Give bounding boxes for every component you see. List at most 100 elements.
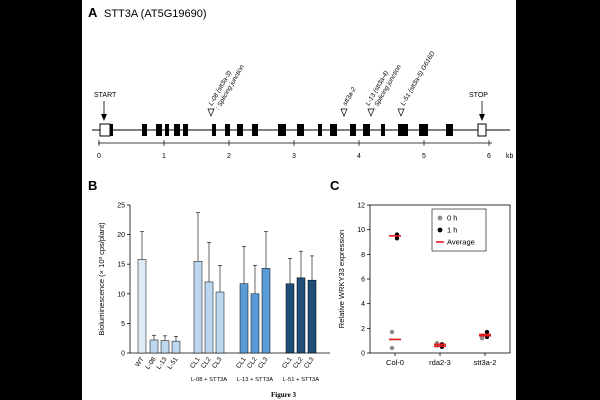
stop-arrow-head [479,114,485,121]
mutation-marker-stt3a-2 [340,108,348,117]
x-tick-label: L-51 [166,356,179,371]
exon [419,124,428,136]
panel-a-letter: A [88,5,98,20]
kb-unit: kb [506,153,514,160]
panel-a-title: STT3A (AT5G19690) [104,8,207,20]
kb-tick-label: 4 [357,153,361,160]
kb-tick-label: 6 [487,153,491,160]
y-tick-label: 10 [117,291,125,298]
group-label: L-13 + STT3A [237,377,273,383]
bar [215,291,225,354]
x-tick-label: CL3 [257,356,270,370]
exon [165,124,169,136]
kb-tick-label: 2 [227,153,231,160]
stop-label: STOP [469,92,488,99]
y-tick-label: 5 [121,321,125,328]
bar [296,277,306,354]
group-label: L-08 + STT3A [191,377,227,383]
x-tick-label: CL1 [189,356,202,370]
kb-tick-label: 3 [292,153,296,160]
y-axis-label: Bioluminescence (× 10³ cps/plant) [97,222,106,336]
kb-scale-ticks: 0 1 2 3 4 5 6 [97,140,491,160]
y-tick-label: 20 [117,232,125,239]
bar [149,339,159,354]
panel-b-letter: B [88,178,98,193]
x-tick-label: CL1 [281,356,294,370]
exon [252,124,258,136]
annotation-l08: L-08 (stt3a-3) : Splicing junction [208,63,246,111]
annotation-l51-line1: L-51 (stt3a-5) G616D [400,50,437,107]
exon [237,124,243,136]
point-0h [389,329,395,335]
y-tick-label: 6 [361,277,365,284]
bar [261,268,271,354]
scatter-chart-wrky33: Relative WRKY33 expression 0 2 4 6 8 10 12 Col-0… [337,203,511,367]
y-tick-label: 10 [357,227,365,234]
bar [193,260,203,354]
legend-marker-1h [437,227,443,233]
panel-c-letter: C [330,178,340,193]
bar [250,293,260,354]
annotation-stt3a-2-line1: stt3a-2 [342,86,358,107]
bar-chart-bioluminescence: Bioluminescence (× 10³ cps/plant) 0 5 10 15 2… [97,203,330,383]
y-tick-label: 12 [357,203,365,210]
start-label: START [94,92,117,99]
point-0h [479,336,485,341]
x-tick-label: L-13 [155,356,168,371]
point-1h [484,329,490,335]
exon [318,124,322,136]
exon [398,124,408,136]
bar [171,340,181,354]
exon [381,124,385,136]
x-tick-label: Col-0 [386,358,404,367]
exon [110,124,113,136]
bar [239,283,249,354]
kb-tick-label: 1 [162,153,166,160]
bar [137,259,147,354]
start-arrow-head [101,114,107,121]
y-tick-label: 8 [361,252,365,259]
x-tick-label: CL2 [292,356,305,370]
x-tick-label: CL3 [211,356,224,370]
exon [446,124,453,136]
exon [330,124,337,136]
mutation-marker-l08 [207,108,215,117]
utr-5prime [99,123,111,137]
y-tick-label: 0 [361,351,365,358]
x-tick-label: CL1 [235,356,248,370]
annotation-l51: L-51 (stt3a-5) G616D [400,50,437,107]
x-tick-label: L-08 [144,356,157,371]
mutation-marker-l51 [397,108,405,117]
exon [174,124,180,136]
y-tick-label: 2 [361,326,365,333]
utr-3prime [477,123,487,137]
exon [225,124,230,136]
y-tick-label: 25 [117,203,125,210]
exon [350,124,356,136]
point-1h [394,236,400,241]
kb-tick-label: 0 [97,153,101,160]
legend-marker-0h [437,215,443,221]
x-tick-label: rda2-3 [429,358,451,367]
legend-label-1h: 1 h [447,226,457,235]
point-0h [389,345,395,351]
exon [156,124,162,136]
exon [183,124,188,136]
bar [307,279,317,354]
x-tick-label: stt3a-2 [474,358,497,367]
mutation-marker-l13 [367,108,375,117]
exon [142,124,147,136]
group-label: L-51 + STT3A [283,377,319,383]
legend-label-0h: 0 h [447,214,457,223]
bar [160,340,170,354]
figure-page: A STT3A (AT5G19690) [82,0,516,400]
figure-caption: Figure 3 [271,391,296,399]
y-tick-label: 0 [121,351,125,358]
exon [212,124,216,136]
y-tick-label: 15 [117,262,125,269]
x-tick-label: WT [134,356,146,368]
y-tick-label: 4 [361,301,365,308]
exons [110,124,453,136]
exon [297,124,304,136]
exon [278,124,286,136]
